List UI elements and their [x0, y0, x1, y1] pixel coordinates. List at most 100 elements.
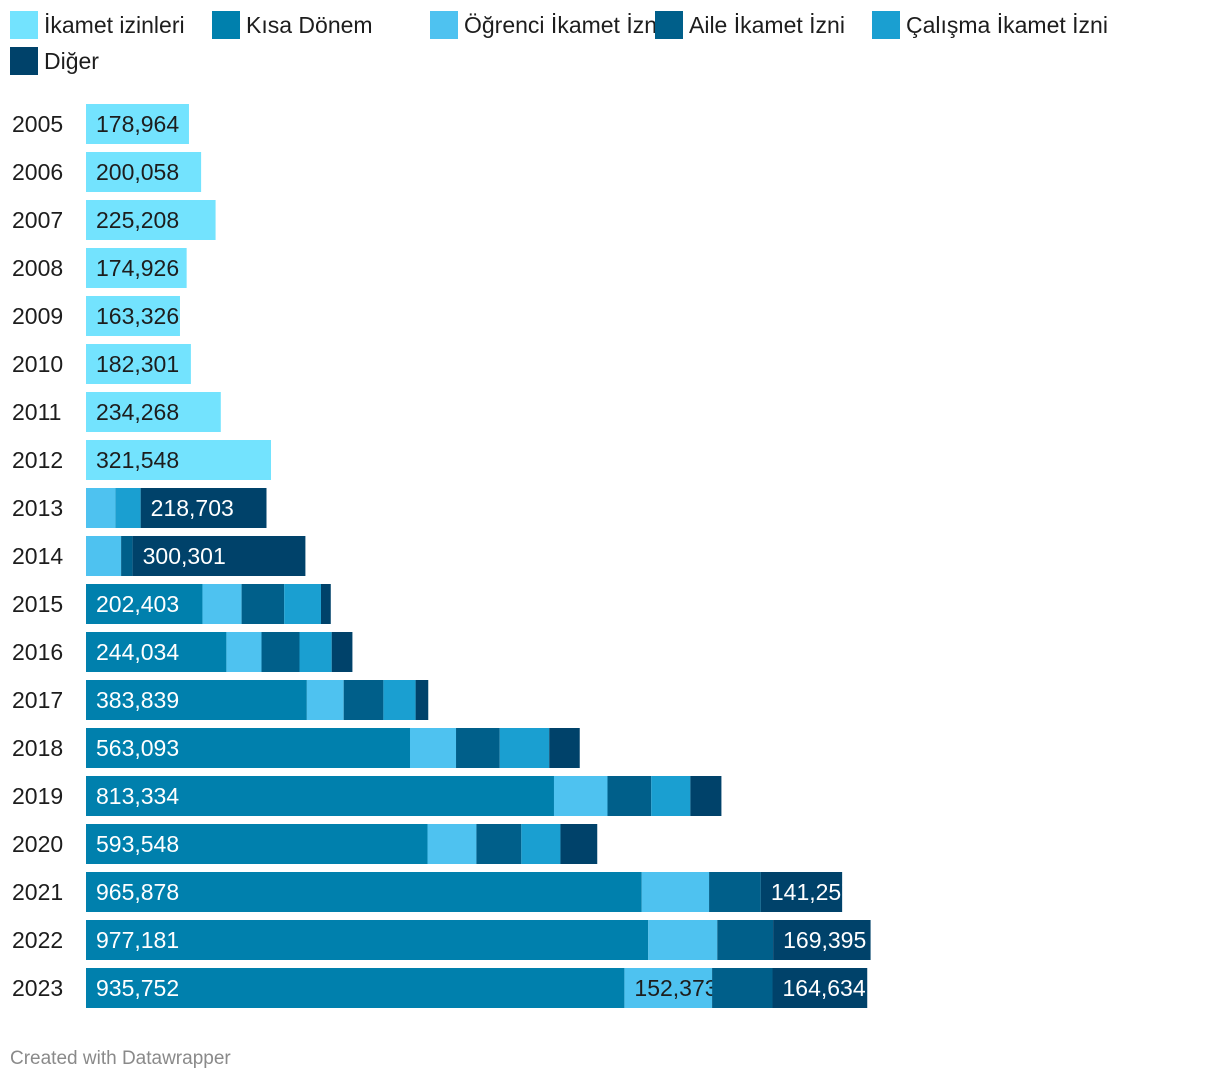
year-label: 2017	[12, 687, 63, 713]
legend-swatch	[10, 47, 38, 75]
bar-segment	[690, 776, 722, 816]
bar-segment	[140, 488, 267, 528]
bar-segment	[499, 728, 550, 768]
bar-segment	[226, 632, 262, 672]
legend-swatch	[872, 11, 900, 39]
bar-segment	[343, 680, 384, 720]
legend-item: Diğer	[10, 46, 99, 76]
bar-segment	[607, 776, 652, 816]
bar-segment	[86, 344, 191, 384]
value-label: 300,301	[143, 543, 226, 569]
year-label: 2014	[12, 543, 63, 569]
value-label: 182,301	[96, 351, 179, 377]
bar-segment	[648, 920, 718, 960]
legend-label: Öğrenci İkamet İzni	[464, 11, 663, 38]
bar-segment	[560, 824, 598, 864]
value-label: 163,326	[96, 303, 179, 329]
bar-segment	[521, 824, 561, 864]
year-label: 2022	[12, 927, 63, 953]
bar-segment	[241, 584, 285, 624]
bar-segment	[86, 680, 307, 720]
bar-segment	[115, 488, 141, 528]
year-label: 2019	[12, 783, 63, 809]
year-label: 2021	[12, 879, 63, 905]
bar-segment	[86, 632, 227, 672]
bar-segment	[709, 872, 761, 912]
year-label: 2018	[12, 735, 63, 761]
year-label: 2011	[12, 399, 61, 425]
bar-segment	[712, 968, 773, 1008]
legend-label: İkamet izinleri	[44, 11, 185, 38]
year-label: 2005	[12, 111, 63, 137]
bar-segment	[86, 824, 428, 864]
bar-segment	[202, 584, 242, 624]
bar-segment	[651, 776, 691, 816]
datawrapper-credit: Created with Datawrapper	[10, 1048, 231, 1069]
value-label: 383,839	[96, 687, 179, 713]
bar-segment	[261, 632, 300, 672]
bar-segment	[86, 200, 216, 240]
value-label: 141,257	[771, 879, 854, 905]
bar-segment	[86, 584, 203, 624]
year-label: 2007	[12, 207, 63, 233]
year-label: 2013	[12, 495, 63, 521]
bar-segment	[549, 728, 580, 768]
bar-segment	[772, 968, 868, 1008]
legend-item: Aile İkamet İzni	[655, 10, 845, 40]
legend-swatch	[430, 11, 458, 39]
value-label: 164,634	[783, 975, 866, 1001]
bar-segment	[86, 392, 221, 432]
legend-swatch	[655, 11, 683, 39]
value-label: 935,752	[96, 975, 179, 1001]
value-label: 202,403	[96, 591, 179, 617]
bar-segment	[86, 536, 122, 576]
legend-label: Diğer	[44, 47, 99, 74]
legend-item: Öğrenci İkamet İzni	[430, 10, 662, 40]
bar-segment	[299, 632, 332, 672]
bar-segment	[476, 824, 522, 864]
year-label: 2023	[12, 975, 63, 1001]
legend-item: İkamet izinleri	[10, 10, 185, 40]
bar-segment	[86, 488, 116, 528]
bar-segment	[132, 536, 306, 576]
year-label: 2012	[12, 447, 63, 473]
year-label: 2010	[12, 351, 63, 377]
legend-label: Çalışma İkamet İzni	[906, 11, 1108, 38]
bar-segment	[86, 152, 202, 192]
bar-segment	[320, 584, 331, 624]
legend-item: Kısa Dönem	[212, 10, 373, 40]
bar-segment	[624, 968, 713, 1008]
year-label: 2008	[12, 255, 63, 281]
bar-segment	[383, 680, 416, 720]
bar-segment	[86, 776, 554, 816]
bar-segment	[456, 728, 500, 768]
stacked-bar-chart: 2005 178,964 2006 200,058 2007 225,208 2008 174…	[12, 104, 871, 1008]
value-label: 813,334	[96, 783, 179, 809]
value-label: 965,878	[96, 879, 179, 905]
value-label: 174,926	[96, 255, 179, 281]
value-label: 152,373	[634, 975, 717, 1001]
bar-segment	[86, 968, 625, 1008]
value-label: 977,181	[96, 927, 179, 953]
value-label: 169,395	[783, 927, 866, 953]
bar-segment	[284, 584, 321, 624]
bar-segment	[717, 920, 774, 960]
value-label: 225,208	[96, 207, 179, 233]
value-label: 593,548	[96, 831, 179, 857]
value-label: 563,093	[96, 735, 179, 761]
year-label: 2015	[12, 591, 63, 617]
value-label: 234,268	[96, 399, 179, 425]
bar-segment	[306, 680, 344, 720]
bar-segment	[86, 920, 649, 960]
year-label: 2009	[12, 303, 63, 329]
bar-segment	[331, 632, 353, 672]
bar-segment	[415, 680, 429, 720]
bar-segment	[86, 296, 180, 336]
bar-segment	[86, 872, 642, 912]
value-label: 321,548	[96, 447, 179, 473]
bar-segment	[86, 728, 410, 768]
bar-segment	[773, 920, 871, 960]
year-label: 2020	[12, 831, 63, 857]
bar-segment	[86, 104, 189, 144]
year-label: 2016	[12, 639, 63, 665]
